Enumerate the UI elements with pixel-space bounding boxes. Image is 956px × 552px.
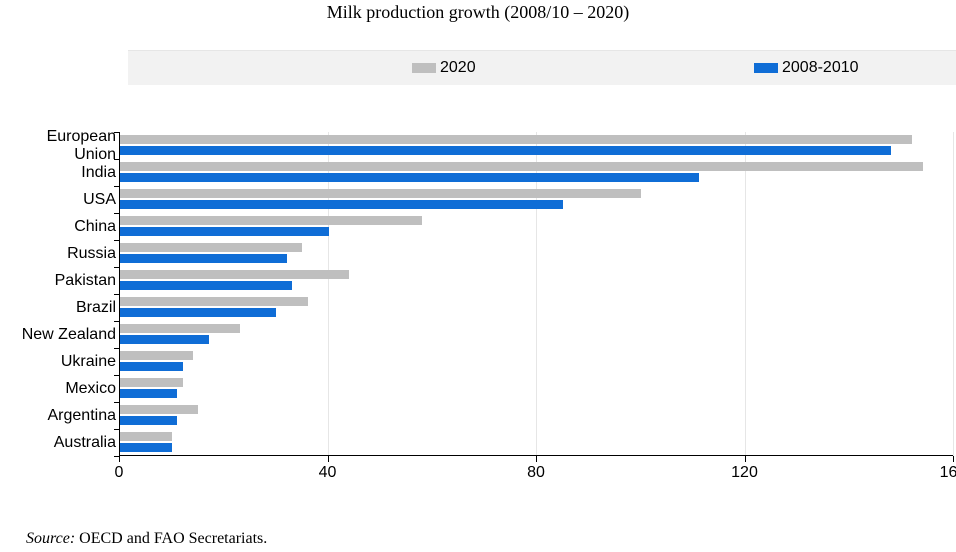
row-tick bbox=[114, 348, 119, 349]
bar-2020 bbox=[120, 216, 422, 225]
x-tick bbox=[328, 456, 329, 462]
row-tick bbox=[114, 429, 119, 430]
legend-label-2008-2010: 2008-2010 bbox=[782, 59, 859, 76]
x-tick bbox=[953, 456, 954, 462]
bar-2020 bbox=[120, 189, 641, 198]
category-label: Ukraine bbox=[1, 353, 116, 371]
bar-2020 bbox=[120, 162, 923, 171]
source-line: Source: OECD and FAO Secretariats. bbox=[26, 530, 267, 548]
bar-2008-2010 bbox=[120, 362, 183, 371]
row-tick bbox=[114, 213, 119, 214]
legend-swatch-2008-2010 bbox=[754, 63, 778, 73]
category-label: Brazil bbox=[1, 299, 116, 317]
chart-title: Milk production growth (2008/10 – 2020) bbox=[0, 0, 956, 23]
x-tick-label: 40 bbox=[319, 464, 337, 482]
x-tick bbox=[536, 456, 537, 462]
x-tick-label: 0 bbox=[115, 464, 124, 482]
row-tick bbox=[114, 240, 119, 241]
bar-2008-2010 bbox=[120, 443, 172, 452]
bar-2020 bbox=[120, 135, 912, 144]
legend-swatch-2020 bbox=[412, 63, 436, 73]
legend-item-2020: 2020 bbox=[412, 59, 476, 77]
source-text: OECD and FAO Secretariats. bbox=[75, 530, 267, 547]
bar-2008-2010 bbox=[120, 416, 177, 425]
category-label: Argentina bbox=[1, 407, 116, 425]
bar-2008-2010 bbox=[120, 254, 287, 263]
legend-label-2020: 2020 bbox=[440, 59, 476, 76]
bar-2008-2010 bbox=[120, 389, 177, 398]
row-tick bbox=[114, 321, 119, 322]
x-tick bbox=[745, 456, 746, 462]
bar-2008-2010 bbox=[120, 335, 209, 344]
category-label: Russia bbox=[1, 245, 116, 263]
row-tick bbox=[114, 186, 119, 187]
bar-2020 bbox=[120, 432, 172, 441]
legend: 2020 2008-2010 bbox=[128, 50, 956, 85]
category-label: European Union bbox=[1, 128, 116, 164]
category-label: China bbox=[1, 218, 116, 236]
x-tick-label: 80 bbox=[527, 464, 545, 482]
row-tick bbox=[114, 294, 119, 295]
category-label: Pakistan bbox=[1, 272, 116, 290]
bar-2008-2010 bbox=[120, 173, 699, 182]
category-label: USA bbox=[1, 191, 116, 209]
category-label: India bbox=[1, 164, 116, 182]
x-tick-label: 120 bbox=[731, 464, 758, 482]
category-label: New Zealand bbox=[1, 326, 116, 344]
bar-2020 bbox=[120, 324, 240, 333]
bar-2020 bbox=[120, 351, 193, 360]
bar-2020 bbox=[120, 378, 183, 387]
bar-2020 bbox=[120, 243, 302, 252]
gridline bbox=[745, 132, 746, 456]
row-tick bbox=[114, 375, 119, 376]
plot-area bbox=[119, 132, 953, 456]
source-label: Source: bbox=[26, 530, 75, 547]
gridline bbox=[953, 132, 954, 456]
bar-2008-2010 bbox=[120, 200, 563, 209]
bar-2008-2010 bbox=[120, 146, 891, 155]
row-tick bbox=[114, 267, 119, 268]
bar-2008-2010 bbox=[120, 308, 276, 317]
x-tick-label: 160 bbox=[940, 464, 956, 482]
category-label: Mexico bbox=[1, 380, 116, 398]
bar-2008-2010 bbox=[120, 227, 329, 236]
bar-2020 bbox=[120, 405, 198, 414]
legend-item-2008-2010: 2008-2010 bbox=[754, 59, 859, 77]
bar-2008-2010 bbox=[120, 281, 292, 290]
bar-2020 bbox=[120, 270, 349, 279]
bar-2020 bbox=[120, 297, 308, 306]
category-label: Australia bbox=[1, 434, 116, 452]
row-tick bbox=[114, 402, 119, 403]
x-tick bbox=[119, 456, 120, 462]
